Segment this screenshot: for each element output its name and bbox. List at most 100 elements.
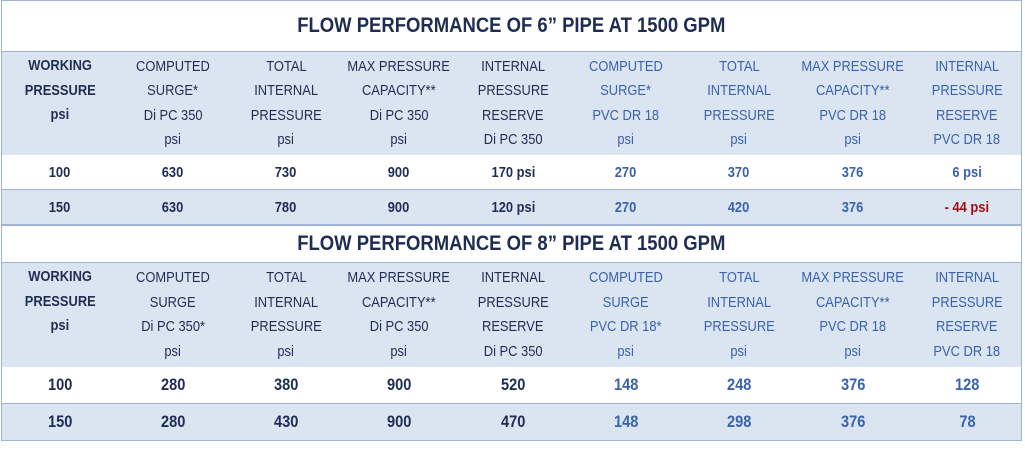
header-line: psi — [390, 342, 408, 360]
header-line: MAX PRESSURE — [347, 269, 451, 286]
cell-text: 148 — [613, 412, 639, 431]
data-cell: 376 — [797, 367, 909, 403]
cell-text: 780 — [275, 198, 297, 216]
header-line: Di PC 350 — [369, 318, 429, 335]
cell-text: 6 psi — [952, 163, 982, 181]
header-cell: INTERNAL PRESSURE RESERVE Di PC 350 — [457, 263, 569, 367]
data-cell: 900 — [343, 367, 455, 403]
header-line: TOTAL — [718, 57, 760, 75]
header-cell: MAX PRESSURE CAPACITY** PVC DR 18 psi — [797, 52, 909, 155]
header-line: INTERNAL — [254, 82, 318, 99]
header-line: PVC DR 18 — [819, 106, 887, 124]
data-cell: 376 — [797, 404, 909, 440]
header-line: SURGE* — [147, 82, 199, 99]
cell-text: 298 — [726, 412, 752, 431]
header-cell: MAX PRESSURE CAPACITY** Di PC 350 psi — [343, 263, 455, 367]
cell-text: 900 — [388, 198, 410, 216]
data-cell: 150 — [4, 404, 116, 440]
header-cell: INTERNAL PRESSURE RESERVE PVC DR 18 — [911, 263, 1023, 367]
data-cell: 100 — [4, 367, 116, 403]
header-line: RESERVE — [482, 106, 544, 124]
header-line: PRESSURE — [250, 106, 322, 124]
data-cell: 280 — [117, 404, 229, 440]
header-cell: COMPUTED SURGE* Di PC 350 psi — [117, 52, 229, 155]
header-cell: TOTAL INTERNAL PRESSURE psi — [230, 263, 342, 367]
header-line: PRESSURE — [24, 81, 96, 99]
header-line: psi — [50, 106, 70, 123]
data-cell: 376 — [797, 190, 909, 224]
header-line: psi — [164, 131, 182, 148]
cell-text: 78 — [958, 412, 976, 431]
data-cell: 420 — [683, 190, 795, 224]
data-cell: 780 — [230, 190, 342, 224]
data-row: 150 280 430 900 470 148 298 376 78 — [1, 404, 1022, 441]
header-line: psi — [390, 131, 408, 148]
data-cell: 6 psi — [911, 155, 1023, 189]
cell-text: 280 — [160, 375, 186, 394]
data-cell: 78 — [911, 404, 1023, 440]
header-cell: WORKING PRESSURE psi — [4, 52, 116, 155]
data-cell: 520 — [457, 367, 569, 403]
header-line: SURGE* — [600, 82, 652, 99]
data-row: 100 280 380 900 520 148 248 376 128 — [1, 367, 1022, 404]
header-cell: INTERNAL PRESSURE RESERVE PVC DR 18 — [911, 52, 1023, 155]
data-cell: 270 — [570, 155, 682, 189]
header-line: WORKING — [28, 57, 92, 74]
header-cell: INTERNAL PRESSURE RESERVE Di PC 350 — [457, 52, 569, 155]
header-line: SURGE — [603, 293, 649, 311]
header-cell: WORKING PRESSURE psi — [4, 263, 116, 367]
header-line: SURGE — [150, 293, 196, 311]
header-cell: TOTAL INTERNAL PRESSURE psi — [683, 52, 795, 155]
data-cell: 630 — [117, 155, 229, 189]
data-cell: 470 — [457, 404, 569, 440]
section-title: FLOW PERFORMANCE OF 6” PIPE AT 1500 GPM — [1, 0, 1022, 52]
cell-text: 430 — [273, 412, 299, 431]
header-line: INTERNAL — [935, 57, 999, 75]
header-cell: COMPUTED SURGE PVC DR 18* psi — [570, 263, 682, 367]
data-cell: 298 — [683, 404, 795, 440]
cell-text: 376 — [842, 198, 864, 216]
data-cell: 900 — [343, 404, 455, 440]
header-line: INTERNAL — [707, 82, 771, 99]
header-line: TOTAL — [265, 57, 307, 75]
header-line: psi — [730, 131, 748, 148]
cell-text: 376 — [842, 163, 864, 181]
cell-text: 630 — [162, 198, 184, 216]
header-line: psi — [277, 131, 295, 148]
header-line: psi — [844, 131, 862, 148]
cell-text: 120 psi — [491, 198, 535, 216]
header-line: TOTAL — [718, 269, 760, 286]
cell-text: 900 — [388, 163, 410, 181]
data-cell: 128 — [911, 367, 1023, 403]
header-line: INTERNAL — [481, 269, 545, 286]
header-line: Di PC 350 — [143, 106, 203, 124]
cell-text: 270 — [615, 198, 637, 216]
header-line: WORKING — [28, 268, 92, 285]
header-line: PRESSURE — [931, 82, 1003, 99]
cell-text: 370 — [728, 163, 750, 181]
header-line: PRESSURE — [24, 292, 96, 310]
header-line: PRESSURE — [931, 293, 1003, 311]
header-line: psi — [50, 317, 70, 334]
header-line: PRESSURE — [703, 106, 775, 124]
data-cell: 148 — [570, 404, 682, 440]
header-line: CAPACITY** — [362, 82, 436, 99]
data-cell: 900 — [343, 190, 455, 224]
header-line: CAPACITY** — [816, 293, 890, 311]
header-line: psi — [277, 342, 295, 360]
header-line: MAX PRESSURE — [347, 57, 451, 75]
header-line: Di PC 350 — [369, 106, 429, 124]
header-cell: TOTAL INTERNAL PRESSURE psi — [230, 52, 342, 155]
data-cell: 280 — [117, 367, 229, 403]
cell-text: 100 — [49, 163, 71, 181]
header-line: PRESSURE — [477, 293, 549, 311]
header-line: psi — [164, 342, 182, 360]
header-line: Di PC 350 — [483, 131, 543, 148]
data-cell: 148 — [570, 367, 682, 403]
header-cell: COMPUTED SURGE* PVC DR 18 psi — [570, 52, 682, 155]
header-line: RESERVE — [482, 318, 544, 335]
header-line: INTERNAL — [481, 57, 545, 75]
header-cell: MAX PRESSURE CAPACITY** PVC DR 18 psi — [797, 263, 909, 367]
header-line: psi — [617, 131, 635, 148]
